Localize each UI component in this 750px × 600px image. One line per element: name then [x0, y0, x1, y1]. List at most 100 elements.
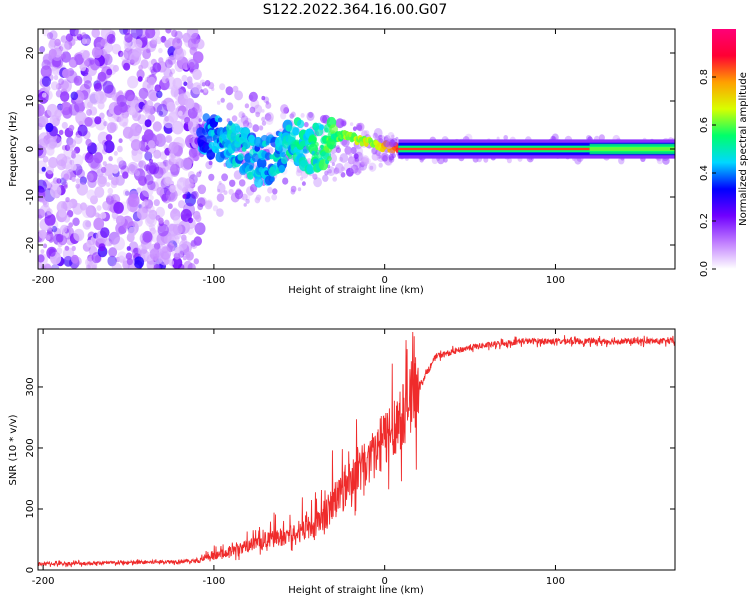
colorbar-tick-label: 0.2: [699, 213, 710, 229]
heatmap-cell: [71, 254, 79, 264]
heatmap-cell: [280, 104, 289, 114]
heatmap-cell: [369, 165, 374, 170]
heatmap-cell: [60, 42, 70, 53]
x-tick-label: 0: [381, 576, 387, 587]
heatmap-cell: [216, 208, 224, 217]
heatmap-cell: [137, 160, 144, 168]
heatmap-cell: [362, 155, 370, 164]
heatmap-cell: [97, 71, 107, 82]
heatmap-cell: [45, 138, 57, 151]
heatmap-cell: [221, 173, 229, 182]
heatmap-cell: [290, 185, 297, 193]
heatmap-cell: [278, 164, 286, 173]
heatmap-cell: [318, 124, 324, 131]
heatmap-cell: [139, 232, 151, 245]
heatmap-cell: [56, 178, 62, 184]
heatmap-cell: [163, 258, 170, 265]
heatmap-cell: [191, 190, 199, 200]
heatmap-cell: [74, 54, 84, 65]
heatmap-cell: [336, 145, 340, 150]
heatmap-band: [398, 147, 675, 151]
heatmap-cell: [265, 102, 272, 109]
heatmap-cell: [45, 235, 51, 241]
heatmap-cell: [390, 138, 398, 147]
heatmap-cell: [41, 76, 52, 87]
heatmap-cell: [170, 87, 179, 97]
heatmap-cell: [152, 121, 162, 132]
heatmap-cell: [71, 177, 76, 182]
heatmap-cell: [47, 32, 54, 40]
heatmap-cell: [194, 104, 203, 113]
heatmap-cell: [362, 155, 369, 163]
heatmap-cell: [254, 177, 264, 188]
heatmap-cell: [38, 179, 47, 193]
heatmap-cell: [336, 166, 344, 175]
heatmap-cell: [48, 157, 58, 169]
heatmap-cell: [61, 121, 68, 129]
heatmap-cell: [81, 32, 87, 39]
heatmap-cell: [229, 179, 236, 187]
heatmap-cell: [187, 263, 196, 269]
heatmap-cell: [113, 105, 123, 116]
heatmap-cell: [116, 94, 127, 107]
heatmap-cell: [170, 68, 176, 75]
heatmap-cell: [155, 206, 165, 218]
colorbar-gradient: [712, 29, 736, 269]
heatmap-cell: [46, 165, 54, 175]
heatmap-cell: [87, 261, 98, 269]
heatmap-cell: [82, 219, 92, 230]
heatmap-cell: [56, 247, 63, 255]
heatmap-cell: [228, 188, 234, 195]
heatmap-cell: [172, 207, 178, 214]
heatmap-cell: [234, 90, 244, 101]
heatmap-cell: [261, 120, 267, 126]
heatmap-cell: [38, 254, 45, 263]
heatmap-cell: [122, 171, 129, 179]
heatmap-cell: [147, 205, 155, 213]
heatmap-cell: [137, 76, 143, 82]
heatmap-cell: [103, 140, 115, 154]
heatmap-cell: [506, 157, 512, 164]
heatmap-cell: [187, 121, 194, 128]
heatmap-cell: [166, 101, 176, 112]
heatmap-cell: [76, 182, 89, 196]
heatmap-cell: [344, 146, 352, 155]
heatmap-cell: [111, 176, 119, 186]
heatmap-cell: [118, 115, 129, 127]
heatmap-cell: [90, 157, 101, 170]
snr-frame: [37, 328, 676, 571]
heatmap-cell: [40, 249, 45, 254]
heatmap-cell: [48, 48, 57, 59]
heatmap-cell: [118, 50, 124, 57]
heatmap-cell: [75, 178, 81, 184]
heatmap-cell: [60, 35, 68, 43]
heatmap-cell: [287, 154, 293, 160]
heatmap-cell: [142, 104, 151, 114]
heatmap-cell: [49, 30, 58, 40]
heatmap-cell: [169, 185, 177, 193]
heatmap-cell: [346, 167, 354, 177]
heatmap-cell: [242, 120, 250, 128]
heatmap-cell: [182, 194, 187, 199]
y-tick-label: 100: [25, 499, 36, 518]
snr-y-ticks: 0 100 200 300: [25, 377, 675, 573]
heatmap-cell: [322, 174, 329, 182]
heatmap-cell: [163, 176, 172, 186]
heatmap-cell: [68, 222, 74, 228]
heatmap-cell: [241, 113, 246, 118]
heatmap-cell: [361, 158, 365, 162]
heatmap-cell: [83, 80, 92, 90]
heatmap-cell: [217, 117, 223, 123]
heatmap-cell: [72, 217, 80, 226]
heatmap-cell: [196, 84, 201, 90]
heatmap-cell: [178, 110, 183, 117]
heatmap-cell: [192, 69, 202, 80]
heatmap-cell: [360, 162, 365, 168]
heatmap-cell: [132, 48, 142, 58]
heatmap-cell: [119, 29, 128, 35]
heatmap-cell: [108, 231, 121, 245]
heatmap-cell: [149, 227, 156, 235]
heatmap-cell: [152, 62, 162, 73]
heatmap-cell: [155, 36, 162, 45]
heatmap-cell: [300, 113, 305, 118]
